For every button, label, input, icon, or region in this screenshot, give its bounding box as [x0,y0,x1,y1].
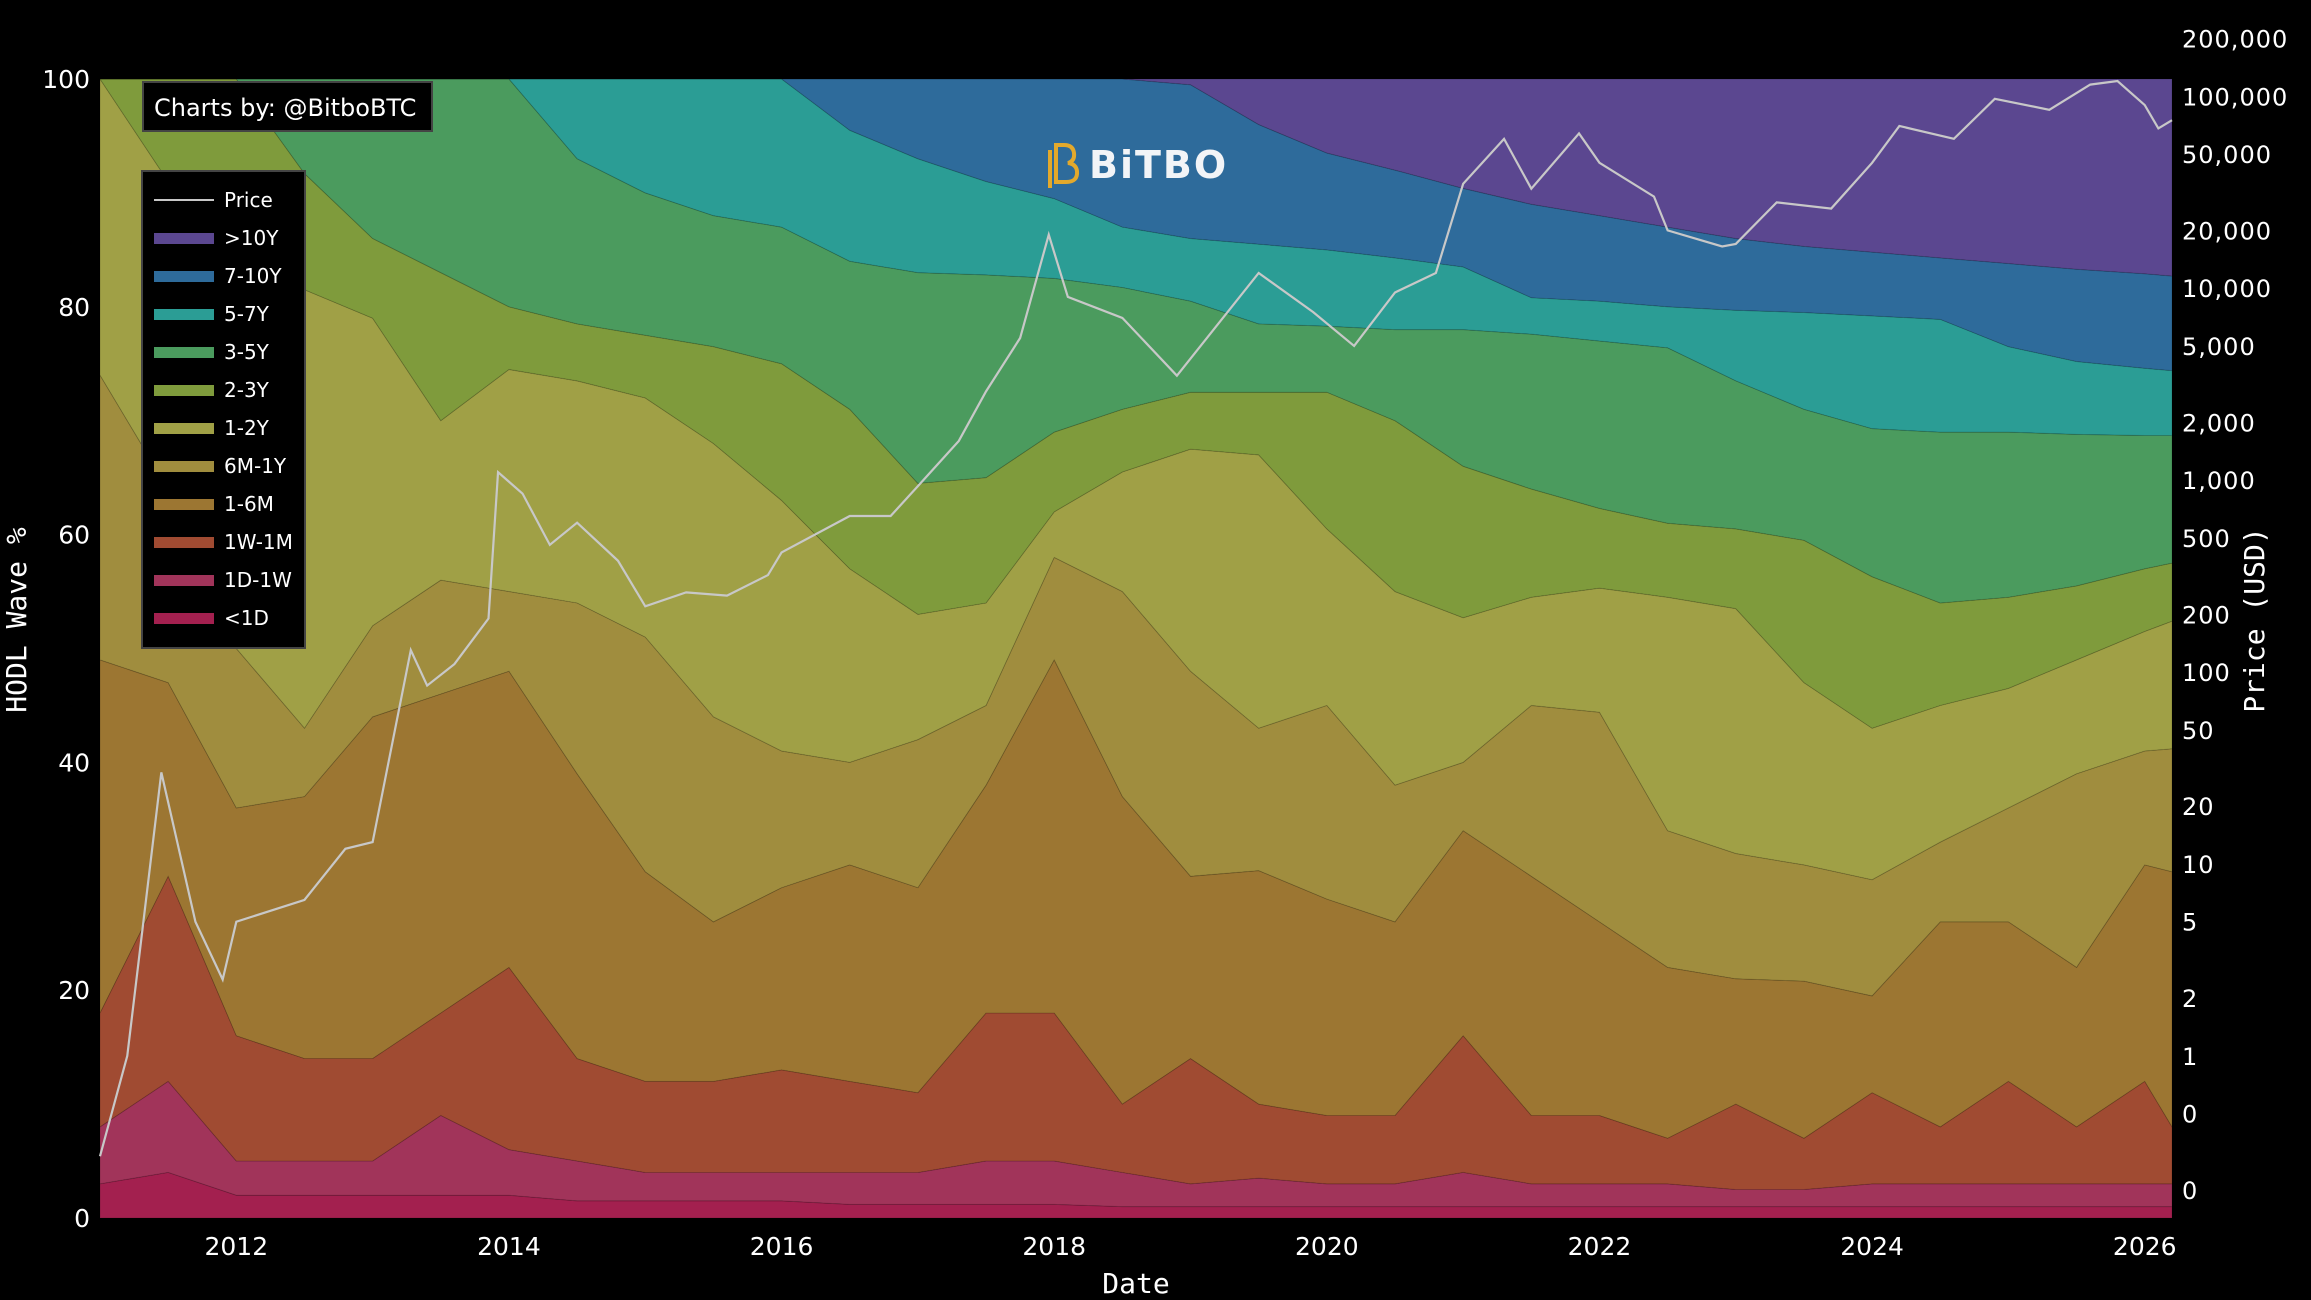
x-tick-label: 2018 [1022,1232,1086,1261]
legend-label: <1D [224,606,269,630]
legend-swatch [154,309,214,320]
y2-tick-label: 5,000 [2182,333,2256,361]
legend-swatch [154,233,214,244]
area-band-9 [100,78,2173,372]
y2-tick-label: 100,000 [2182,83,2288,111]
legend-label: 1D-1W [224,568,292,592]
y2-tick-label: 200,000 [2182,25,2288,53]
y-tick-label: 20 [58,976,90,1005]
x-axis-title: Date [1102,1267,1169,1300]
legend-label: 1-6M [224,492,274,516]
y2-tick-label: 0 [2182,1101,2198,1129]
legend-item[interactable]: 1-6M [154,492,274,516]
y2-tick-label: 2 [2182,985,2198,1013]
legend-item[interactable]: 5-7Y [154,302,270,326]
legend: Price >10Y 7-10Y 5-7Y 3-5Y 2-3Y 1-2Y 6M-1Y 1-6M 1… [141,170,306,649]
y2-tick-label: 10,000 [2182,275,2272,303]
legend-label: Price [224,188,273,212]
legend-swatch [154,423,214,434]
x-tick-label: 2016 [750,1232,814,1261]
y2-tick-label: 5 [2182,909,2198,937]
legend-item[interactable]: 2-3Y [154,378,270,402]
y-axis-ticks: 0 20 40 60 80 100 [42,65,90,1233]
logo: BiTBO [1048,143,1228,188]
legend-swatch [154,575,214,586]
y-axis-title: HODL Wave % [0,527,33,713]
legend-label: 2-3Y [224,378,270,402]
legend-swatch [154,613,214,624]
y2-tick-label: 1,000 [2182,467,2256,495]
legend-swatch [154,499,214,510]
x-tick-label: 2012 [205,1232,269,1261]
y2-tick-label: 50 [2182,717,2215,745]
legend-swatch [154,271,214,282]
y2-axis-ticks: 200,000 100,000 50,000 20,000 10,000 5,000 2,0… [2182,25,2288,1205]
legend-label: 7-10Y [224,264,282,288]
y2-tick-label: 500 [2182,525,2231,553]
y2-tick-label: 20,000 [2182,217,2272,245]
y-tick-label: 40 [58,748,90,777]
legend-swatch [154,347,214,358]
legend-item[interactable]: 7-10Y [154,264,282,288]
x-tick-label: 2022 [1568,1232,1632,1261]
x-tick-label: 2014 [477,1232,541,1261]
bitbo-logo-icon [1048,143,1080,188]
legend-swatch [154,537,214,548]
stacked-areas [99,77,2173,1219]
legend-item[interactable]: <1D [154,606,269,630]
area-band-10 [100,78,2173,277]
legend-label: 1W-1M [224,530,293,554]
y-tick-label: 60 [58,521,90,550]
x-axis-ticks: 2012 2014 2016 2018 2020 2022 2024 2026 [205,1232,2177,1261]
svg-text:BiTBO: BiTBO [1089,143,1228,187]
legend-swatch [154,461,214,472]
legend-label: 1-2Y [224,416,270,440]
y2-tick-label: 100 [2182,659,2231,687]
legend-label: >10Y [224,226,279,250]
legend-label: 3-5Y [224,340,270,364]
x-tick-label: 2026 [2113,1232,2177,1261]
legend-item[interactable]: Price [154,188,273,212]
y-tick-label: 80 [58,293,90,322]
y2-tick-label: 10 [2182,851,2215,879]
legend-item[interactable]: 1-2Y [154,416,270,440]
credit-box: Charts by: @BitboBTC [142,81,433,132]
legend-item[interactable]: >10Y [154,226,279,250]
x-tick-label: 2020 [1295,1232,1359,1261]
area-band-3 [99,658,2173,1139]
x-tick-label: 2024 [1840,1232,1904,1261]
legend-label: 5-7Y [224,302,270,326]
y2-tick-label: 50,000 [2182,141,2272,169]
y-tick-label: 0 [74,1204,90,1233]
price-line [98,79,2173,1157]
y2-tick-label: 20 [2182,793,2215,821]
svg-text:Charts by: @BitboBTC: Charts by: @BitboBTC [154,94,416,122]
legend-item[interactable]: 3-5Y [154,340,270,364]
legend-item[interactable]: 1W-1M [154,530,293,554]
y2-tick-label: 2,000 [2182,409,2256,437]
y2-tick-label: 1 [2182,1043,2198,1071]
legend-label: 6M-1Y [224,454,287,478]
y2-axis-title: Price (USD) [2238,527,2271,712]
y-tick-label: 100 [42,65,90,94]
legend-item[interactable]: 1D-1W [154,568,292,592]
legend-item[interactable]: 6M-1Y [154,454,287,478]
legend-swatch [154,385,214,396]
y2-tick-label: 200 [2182,601,2231,629]
y2-tick-label: 0 [2182,1177,2198,1205]
price-line-group [98,79,2173,1157]
